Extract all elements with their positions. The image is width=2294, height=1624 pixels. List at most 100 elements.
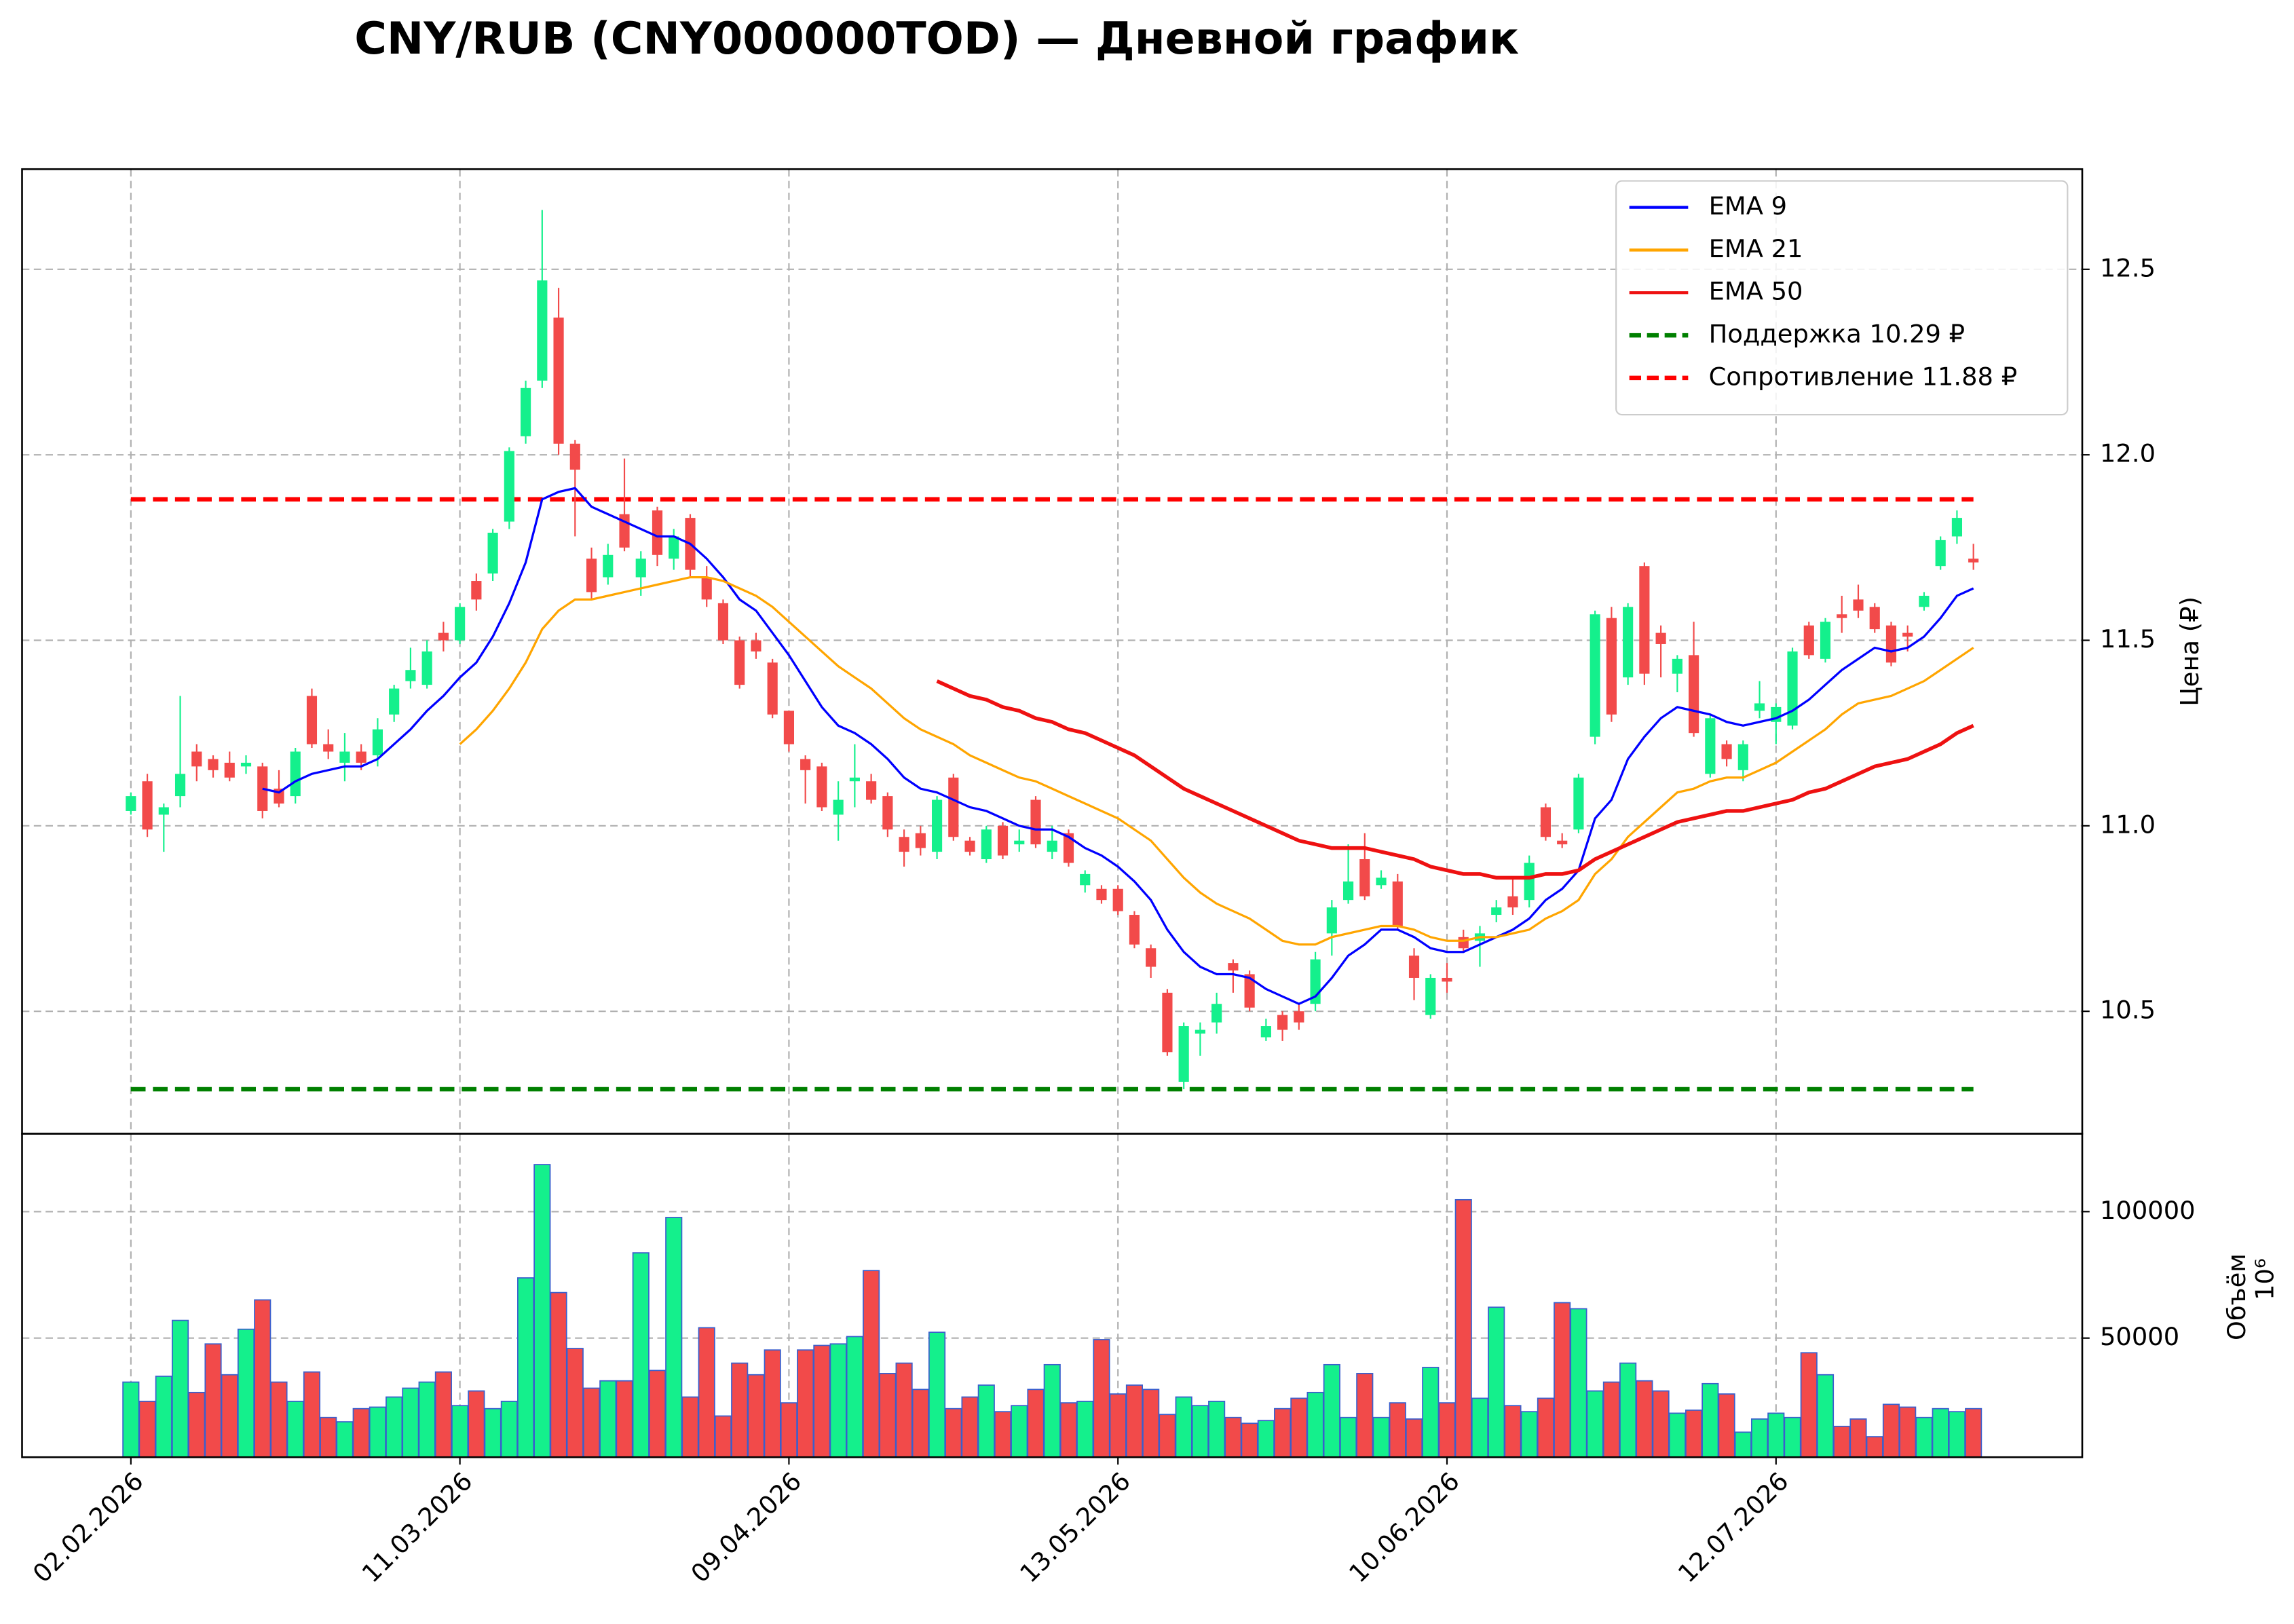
legend-label: Сопротивление 11.88 ₽ [1709,362,2017,391]
volume-bar [1471,1397,1489,1458]
volume-bar [237,1328,255,1458]
volume-bar [1027,1389,1045,1458]
candle-body [569,443,580,470]
offset-label: 10⁶ [2250,1258,2279,1300]
volume-bar [780,1402,797,1458]
volume-bar [747,1374,765,1458]
volume-bar [550,1291,567,1458]
volume-bar [1882,1403,1900,1458]
volume-bar [648,1370,666,1458]
volume-bar [1668,1412,1686,1458]
candle-body [1047,840,1057,852]
candle-body [1277,1015,1288,1030]
volume-bar [1076,1401,1094,1458]
volume-bar [616,1380,633,1458]
candle-body [1211,1004,1222,1023]
y-tick-label: 100000 [2100,1196,2196,1225]
candle-body [1129,915,1140,945]
y-axis-label: Цена (₽) [2175,597,2204,706]
volume-bar [863,1270,880,1458]
legend-label: EMA 9 [1709,191,1787,221]
candle-body [1063,833,1074,863]
volume-bar [517,1277,535,1458]
candle-body [833,799,844,815]
candle-body [931,799,943,852]
candle-body [997,825,1009,856]
candle-body [1326,907,1337,934]
candle-body [389,688,400,715]
y-tick-label: 11.0 [2100,810,2156,839]
volume-bar [846,1336,863,1458]
candle-body [339,751,350,763]
volume-bar [500,1401,518,1458]
candle-body [866,781,877,800]
volume-bar [1159,1414,1176,1458]
volume-bar [1059,1402,1078,1458]
volume-bar [1323,1363,1340,1458]
candle-body [471,581,482,600]
candle-body [1162,992,1173,1053]
volume-bar [386,1396,403,1458]
volume-bar [1537,1397,1555,1458]
candle-body [356,751,366,763]
volume-bar [1948,1411,1966,1458]
volume-bar [1784,1416,1801,1458]
candle-body [1721,744,1732,759]
ema-line [262,487,1974,1006]
volume-bar [1011,1405,1028,1458]
volume-bar [188,1391,206,1458]
volume-bar [468,1390,485,1458]
candle-body [751,640,761,652]
volume-bar [286,1401,304,1458]
candle-body [1672,658,1682,674]
candle-body [1540,807,1552,837]
x-tick-label: 12.07.2026 [1672,1467,1794,1589]
candle-body [174,774,186,797]
volume-bar [533,1164,551,1458]
candle-body [603,554,614,578]
volume-bar [451,1405,469,1458]
candle-body [1408,956,1420,978]
candle-body [767,662,778,715]
volume-bar [1257,1420,1275,1458]
volume-bar [665,1217,683,1458]
volume-bar [895,1362,913,1458]
candle-body [816,766,827,808]
candle-body [306,696,318,744]
candle-body [372,729,383,755]
ema-line [936,679,1974,880]
volume-bar [484,1408,502,1458]
candle-body [1590,614,1600,737]
candle-body [290,751,301,797]
legend-label: Поддержка 10.29 ₽ [1709,320,1965,349]
volume-bar [369,1406,386,1458]
volume-bar [1175,1396,1192,1458]
candle-body [421,651,432,685]
candle-body [455,607,466,641]
legend-label: EMA 50 [1709,277,1803,306]
plot-frame [21,1133,2084,1458]
candle-body [504,451,514,522]
volume-bar [928,1332,946,1458]
candle-body [1507,896,1518,908]
volume-bar [632,1252,650,1458]
volume-bar [122,1381,140,1458]
candle-body [1178,1026,1189,1082]
volume-bar [1109,1393,1127,1458]
x-tick-label: 10.06.2026 [1343,1467,1465,1589]
volume-bar [1290,1397,1308,1458]
volume-bar [1816,1374,1835,1458]
candle-body [669,536,679,559]
volume-bar [1043,1363,1061,1458]
candle-body [521,388,531,436]
volume-bar [270,1381,288,1458]
volume-bar [1125,1384,1144,1458]
volume-bar [813,1344,831,1458]
volume-bar [1405,1418,1423,1458]
volume-bar [1636,1380,1653,1458]
y2-axis-label: Объём [2222,1253,2251,1340]
volume-bar [1750,1418,1769,1458]
candle-body [1623,607,1634,678]
volume-bar [1685,1410,1703,1458]
